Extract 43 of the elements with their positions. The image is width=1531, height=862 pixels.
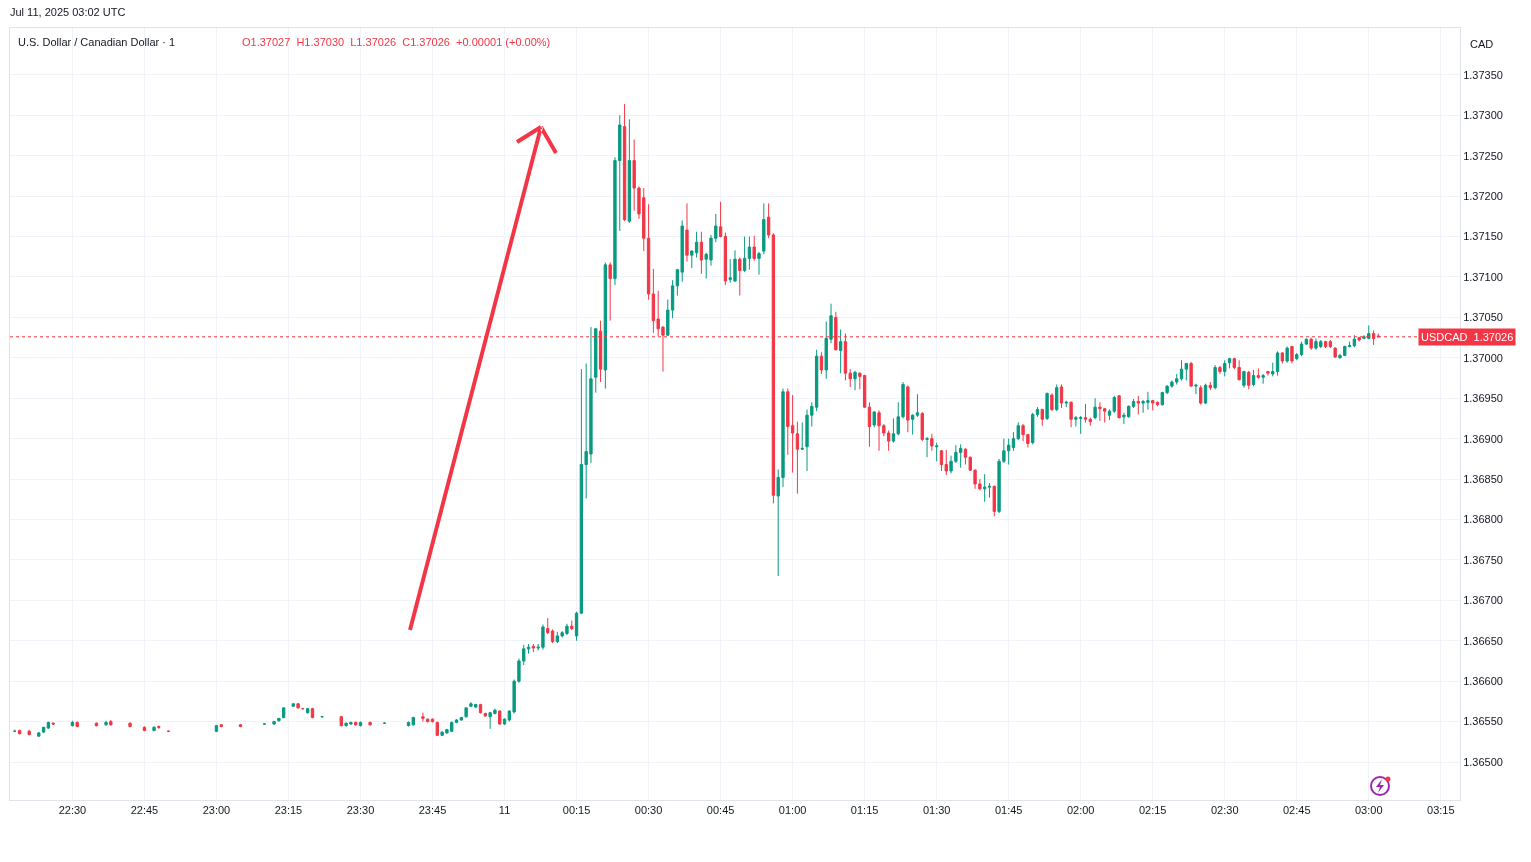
y-tick-label: 1.37300 (1463, 109, 1503, 122)
x-tick-label: 01:30 (922, 804, 951, 817)
x-tick-label: 23:30 (346, 804, 375, 817)
y-tick-label: 1.36800 (1463, 513, 1503, 526)
y-tick-label: 1.37100 (1463, 270, 1503, 283)
ref-line-label: USDCAD 1.37026 (1421, 331, 1514, 343)
y-tick-label: 1.36650 (1463, 634, 1503, 647)
y-tick-label: 1.36950 (1463, 392, 1503, 405)
text: O1.37027 H1.37030 L1.37026 C1.37026 +0.00001 (+0.00%) (242, 36, 551, 48)
x-tick-label: 23:00 (202, 804, 231, 817)
y-tick-label: 1.36900 (1463, 432, 1503, 445)
x-tick-label: 02:30 (1210, 804, 1239, 817)
text: Jul 11, 2025 03:02 UTC (10, 6, 126, 18)
y-tick-label: 1.36750 (1463, 553, 1503, 566)
y-tick-label: 1.37050 (1463, 311, 1503, 324)
y-tick-label: 1.36850 (1463, 472, 1503, 485)
x-tick-label: 01:45 (994, 804, 1023, 817)
x-tick-label: 00:15 (562, 804, 591, 817)
x-tick-label: 02:45 (1282, 804, 1311, 817)
y-tick-label: 1.36500 (1463, 755, 1503, 768)
y-tick-label: 1.37000 (1463, 351, 1503, 364)
x-tick-label: 23:45 (418, 804, 447, 817)
x-tick-label: 22:30 (58, 804, 87, 817)
x-tick-label: 03:15 (1427, 804, 1455, 817)
x-tick-label: 01:15 (850, 804, 879, 817)
x-tick-label: 22:45 (130, 804, 159, 817)
x-tick-label: 00:45 (706, 804, 735, 817)
x-tick-label: 02:00 (1066, 804, 1095, 817)
text: CAD (1470, 38, 1494, 50)
y-tick-label: 1.36550 (1463, 715, 1503, 728)
x-tick-label: 00:30 (634, 804, 663, 817)
y-tick-label: 1.37350 (1463, 68, 1503, 81)
y-tick-label: 1.37200 (1463, 189, 1503, 202)
y-tick-label: 1.37250 (1463, 149, 1503, 162)
x-tick-label: 23:15 (274, 804, 303, 817)
y-tick-label: 1.37150 (1463, 230, 1503, 243)
x-tick-label: 11 (498, 804, 511, 817)
y-tick-label: 1.36600 (1463, 675, 1503, 688)
x-tick-label: 01:00 (778, 804, 807, 817)
x-tick-label: 03:00 (1355, 804, 1383, 817)
text: U.S. Dollar / Canadian Dollar · 1 (18, 36, 176, 48)
y-tick-label: 1.36700 (1463, 594, 1503, 607)
x-tick-label: 02:15 (1138, 804, 1167, 817)
